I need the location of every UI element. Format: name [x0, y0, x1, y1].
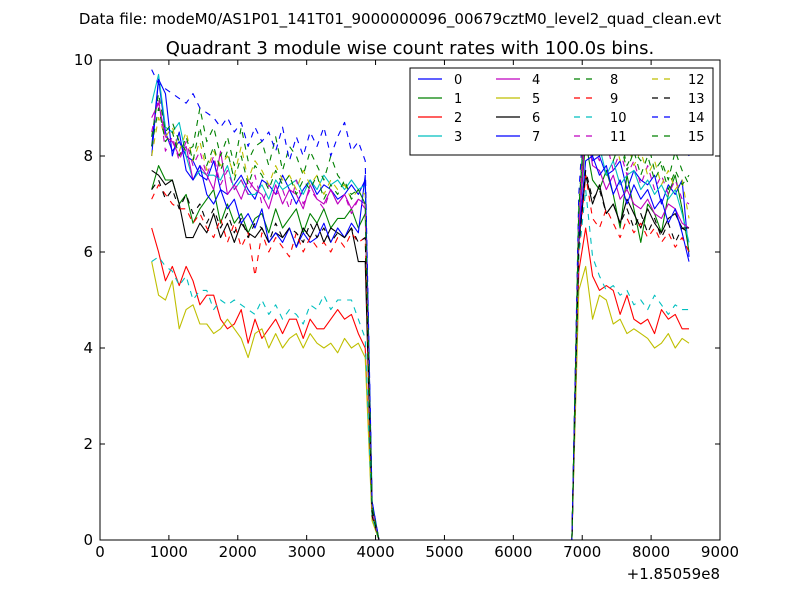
x-tick-label: 1000 — [150, 543, 188, 561]
figure-suptitle: Data file: modeM0/AS1P01_141T01_90000000… — [79, 10, 721, 29]
x-tick-label: 9000 — [701, 543, 739, 561]
y-tick-label: 4 — [83, 339, 93, 357]
ticks: 0 1000 2000 3000 4000 5000 6000 7000 8000 9000 0 2 4… — [74, 51, 739, 561]
legend-label-3: 3 — [454, 130, 462, 145]
legend-label-15: 15 — [688, 130, 705, 145]
legend-label-9: 9 — [610, 92, 618, 107]
legend-label-11: 11 — [610, 130, 627, 145]
x-tick-label: 7000 — [563, 543, 601, 561]
series-line-15 — [151, 107, 690, 540]
y-tick-label: 10 — [74, 51, 93, 69]
plot-frame — [99, 59, 721, 541]
series-line-7 — [151, 78, 690, 540]
legend-label-12: 12 — [688, 73, 705, 88]
x-tick-label: 5000 — [425, 543, 463, 561]
legend-label-10: 10 — [610, 111, 627, 126]
series-line-13 — [151, 169, 690, 540]
y-tick-label: 0 — [83, 531, 93, 549]
series-line-10 — [151, 189, 689, 540]
chart-title: Quadrant 3 module wise count rates with … — [166, 38, 655, 59]
legend-label-7: 7 — [532, 130, 540, 145]
legend-label-8: 8 — [610, 73, 618, 88]
series-line-1 — [151, 141, 690, 540]
series-line-2 — [151, 227, 689, 540]
legend-label-2: 2 — [454, 111, 462, 126]
x-tick-label: 0 — [95, 543, 105, 561]
legend-label-6: 6 — [532, 111, 540, 126]
series-line-11 — [151, 97, 690, 540]
legend-label-14: 14 — [688, 111, 705, 126]
legend-label-4: 4 — [532, 73, 540, 88]
axes — [99, 59, 721, 541]
x-offset-label: +1.85059e8 — [627, 565, 720, 583]
y-tick-label: 2 — [83, 435, 93, 453]
series-line-4 — [151, 102, 690, 540]
x-tick-label: 2000 — [219, 543, 257, 561]
legend-label-1: 1 — [454, 92, 462, 107]
legend-box — [409, 67, 714, 156]
legend-label-0: 0 — [454, 73, 462, 88]
x-tick-label: 4000 — [356, 543, 394, 561]
legend-label-13: 13 — [688, 92, 705, 107]
y-tick-label: 8 — [83, 147, 93, 165]
x-tick-label: 3000 — [288, 543, 326, 561]
series-line-5 — [151, 261, 690, 540]
y-tick-label: 6 — [83, 243, 93, 261]
series-line-0 — [151, 78, 690, 540]
legend-label-5: 5 — [532, 92, 540, 107]
x-tick-label: 8000 — [632, 543, 670, 561]
x-tick-label: 6000 — [494, 543, 532, 561]
